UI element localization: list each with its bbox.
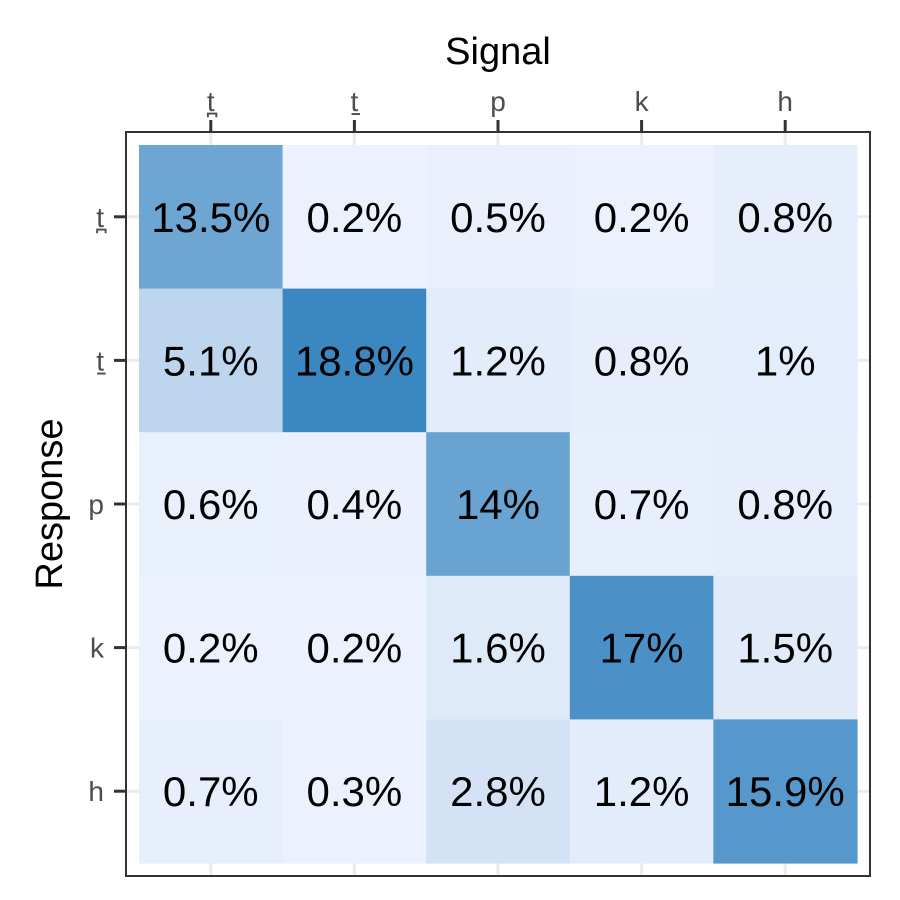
heatmap-cell: [139, 719, 284, 864]
heatmap-cell: [139, 575, 284, 720]
cell-value-label: 0.8%: [737, 481, 833, 528]
cell-value-label: 0.2%: [163, 625, 259, 672]
cell-value-label: 5.1%: [163, 337, 259, 384]
heatmap-cell: [713, 288, 858, 433]
y-axis-title: Response: [29, 418, 71, 589]
cell-value-label: 15.9%: [726, 768, 845, 815]
heatmap-cell: [713, 575, 858, 720]
cell-value-label: 0.7%: [163, 768, 259, 815]
cell-labels: 13.5% 0.2% 0.5% 0.2% 0.8% 5.1% 18.8% 1.2% 0.8% 1%…: [151, 194, 844, 815]
cell-value-label: 13.5%: [151, 194, 270, 241]
heatmap-cell: [139, 432, 284, 577]
heatmap-cell: [569, 288, 714, 433]
cell-value-label: 1.6%: [450, 625, 546, 672]
cell-value-label: 0.2%: [307, 194, 403, 241]
cell-value-label: 0.4%: [307, 481, 403, 528]
heatmap-cell: [569, 575, 714, 720]
cell-value-label: 1.2%: [450, 337, 546, 384]
heatmap-cell: [426, 432, 571, 577]
heatmap-cell: [569, 432, 714, 577]
cell-value-label: 1%: [755, 337, 816, 384]
x-tick-label: k: [635, 86, 650, 117]
x-tick-label: p: [490, 86, 506, 117]
x-tick-label: h: [777, 86, 793, 117]
cell-value-label: 17%: [600, 625, 684, 672]
cell-value-label: 0.2%: [307, 625, 403, 672]
heatmap-cell: [426, 719, 571, 864]
heatmap-cell: [426, 145, 571, 290]
heatmap-cell: [713, 432, 858, 577]
heatmap-cell: [713, 145, 858, 290]
y-tick-label: k: [90, 633, 105, 664]
cell-value-label: 0.6%: [163, 481, 259, 528]
heatmap-cell: [569, 145, 714, 290]
cell-value-label: 0.5%: [450, 194, 546, 241]
heatmap-cell: [282, 145, 427, 290]
heatmap-cell: [569, 719, 714, 864]
x-tick-label: t̪: [206, 86, 218, 118]
x-tick-label: t̠: [351, 86, 361, 117]
y-tick-label: h: [88, 776, 104, 807]
cell-value-label: 0.2%: [594, 194, 690, 241]
cell-value-label: 0.8%: [737, 194, 833, 241]
cell-value-label: 0.7%: [594, 481, 690, 528]
heatmap-cell: [426, 575, 571, 720]
heatmap-cell: [282, 719, 427, 864]
heatmap-cell: [282, 288, 427, 433]
cell-value-label: 1.2%: [594, 768, 690, 815]
heatmap-cells: [139, 145, 858, 864]
x-axis-title: Signal: [445, 31, 551, 73]
cell-value-label: 14%: [456, 481, 540, 528]
heatmap-cell: [139, 288, 284, 433]
y-tick-label: t̠: [96, 345, 106, 376]
cell-value-label: 0.8%: [594, 337, 690, 384]
heatmap-cell: [139, 145, 284, 290]
cell-value-label: 1.5%: [737, 625, 833, 672]
heatmap-cell: [282, 432, 427, 577]
heatmap-cell: [713, 719, 858, 864]
y-tick-label: p: [88, 489, 104, 520]
heatmap-cell: [282, 575, 427, 720]
cell-value-label: 2.8%: [450, 768, 546, 815]
cell-value-label: 0.3%: [307, 768, 403, 815]
cell-value-label: 18.8%: [295, 337, 414, 384]
heatmap-cell: [426, 288, 571, 433]
y-tick-label: t̪: [95, 202, 107, 234]
